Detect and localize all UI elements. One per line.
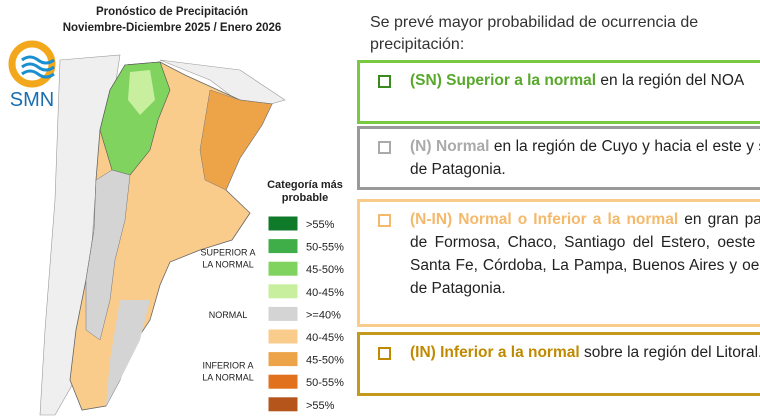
box-text: en la región de Cuyo y hacia el este y s… bbox=[410, 138, 760, 178]
logo-text: SMN bbox=[10, 89, 54, 111]
box-highlight: (N-IN) Normal o Inferior a la normal bbox=[410, 211, 679, 228]
box-text: en la región del NOA bbox=[600, 72, 745, 89]
legend-group-label: SUPERIOR A bbox=[200, 247, 255, 257]
map-subtitle: Noviembre-Diciembre 2025 / Enero 2026 bbox=[63, 22, 282, 34]
legend-swatch bbox=[267, 328, 299, 345]
legend-label: 45-50% bbox=[306, 355, 344, 367]
box-in: (IN) Inferior a la normal sobre la regió… bbox=[357, 332, 760, 396]
box-nin: (N-IN) Normal o Inferior a la normal en … bbox=[357, 199, 760, 327]
legend-swatch bbox=[267, 215, 299, 232]
legend-group-label: LA NORMAL bbox=[202, 372, 254, 382]
intro: Se prevé mayor probabilidad de ocurrenci… bbox=[370, 14, 699, 53]
box-highlight: (SN) Superior a la normal bbox=[410, 72, 597, 89]
bullet bbox=[378, 141, 391, 154]
legend: Categoría más probable >55% 50-55% 45-50% 4… bbox=[200, 179, 344, 413]
box-sn: (SN) Superior a la normal en la región d… bbox=[357, 60, 760, 124]
map-panel: Pronóstico de Precipitación Noviembre-Di… bbox=[8, 6, 344, 416]
bullet bbox=[378, 75, 391, 88]
box-n: (N) Normal en la región de Cuyo y hacia … bbox=[357, 126, 760, 190]
legend-swatch bbox=[267, 238, 299, 255]
box-text: en gran parte de Formosa, Chaco, Santiag… bbox=[410, 211, 760, 297]
legend-label: 40-45% bbox=[306, 332, 344, 344]
legend-group-label: NORMAL bbox=[209, 310, 248, 320]
legend-swatch bbox=[267, 351, 299, 368]
legend-title: Categoría más bbox=[267, 179, 343, 191]
box-highlight: (N) Normal bbox=[410, 138, 490, 155]
legend-swatch bbox=[267, 373, 299, 390]
legend-label: 45-50% bbox=[306, 264, 344, 276]
legend-label: 40-45% bbox=[306, 287, 344, 299]
bullet bbox=[378, 214, 391, 227]
legend-label: >=40% bbox=[306, 309, 341, 321]
legend-swatch bbox=[267, 305, 299, 322]
box-text: sobre la región del Litoral. bbox=[583, 344, 760, 361]
box-highlight: (IN) Inferior a la normal bbox=[410, 344, 580, 361]
legend-title: probable bbox=[282, 192, 328, 204]
legend-label: 50-55% bbox=[306, 377, 344, 389]
legend-swatch bbox=[267, 260, 299, 277]
legend-label: >55% bbox=[306, 400, 335, 412]
legend-group-label: INFERIOR A bbox=[202, 360, 253, 370]
legend-label: 50-55% bbox=[306, 242, 344, 254]
bullet bbox=[378, 347, 391, 360]
map-title: Pronóstico de Precipitación bbox=[96, 6, 248, 18]
legend-swatch bbox=[267, 283, 299, 300]
legend-swatch bbox=[267, 396, 299, 413]
legend-label: >55% bbox=[306, 219, 335, 231]
legend-group-label: LA NORMAL bbox=[202, 259, 254, 269]
logo: SMN bbox=[8, 40, 56, 111]
map bbox=[39, 54, 286, 416]
